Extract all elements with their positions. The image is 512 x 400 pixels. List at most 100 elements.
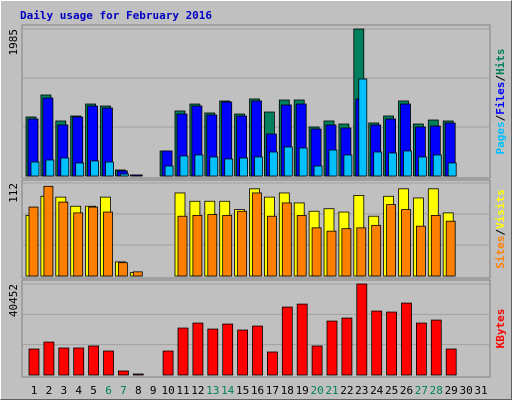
x-tick-label: 26	[400, 384, 413, 397]
bar	[281, 306, 293, 376]
x-tick-label: 5	[90, 384, 97, 397]
bar	[430, 214, 441, 277]
bar	[371, 310, 383, 376]
x-tick-label: 23	[355, 384, 368, 397]
x-tick-label: 13	[206, 384, 219, 397]
bar	[341, 317, 353, 376]
legend-entry: KBytes	[494, 309, 507, 349]
bar	[239, 157, 249, 177]
x-tick-label: 21	[325, 384, 338, 397]
bar	[75, 162, 85, 177]
bar	[28, 206, 39, 277]
chart-title: Daily usage for February 2016	[20, 9, 212, 22]
bar	[224, 158, 234, 177]
bar	[313, 165, 323, 177]
x-tick-label: 27	[415, 384, 428, 397]
x-tick-label: 20	[310, 384, 323, 397]
bar	[447, 162, 457, 177]
x-tick-label: 31	[474, 384, 487, 397]
bar	[432, 154, 442, 177]
x-tick-label: 15	[236, 384, 249, 397]
bar	[356, 283, 368, 376]
y-tick-label: 40452	[7, 284, 20, 317]
bar	[73, 347, 85, 376]
bar	[118, 262, 128, 277]
bar	[118, 370, 129, 376]
x-tick-label: 28	[430, 384, 443, 397]
bar	[131, 174, 143, 177]
x-tick-label: 4	[75, 384, 82, 397]
bar	[192, 214, 203, 277]
bar	[266, 215, 277, 277]
bar	[207, 214, 218, 277]
legend-separator: /	[494, 229, 507, 236]
bar	[252, 325, 263, 376]
bar	[311, 345, 323, 376]
x-tick-label: 30	[459, 384, 472, 397]
x-tick-label: 10	[161, 384, 174, 397]
bar	[58, 347, 70, 376]
bar	[194, 154, 204, 177]
bar	[386, 204, 397, 277]
bar	[415, 322, 427, 376]
bar	[252, 192, 262, 277]
x-tick-label: 7	[120, 384, 127, 397]
bar	[328, 149, 338, 177]
bar	[43, 341, 55, 376]
bar	[58, 201, 69, 277]
bar	[88, 206, 98, 277]
bar	[177, 327, 189, 376]
x-tick-label: 12	[191, 384, 204, 397]
legend-entry: Sites	[494, 236, 507, 269]
bar	[401, 209, 411, 277]
bar	[209, 156, 219, 177]
x-tick-label: 8	[135, 384, 142, 397]
x-tick-label: 14	[221, 384, 235, 397]
bar	[266, 351, 278, 376]
bar	[222, 323, 234, 376]
bar	[326, 230, 337, 277]
bar	[164, 165, 174, 177]
bar	[132, 271, 143, 277]
bar	[103, 211, 113, 277]
x-tick-label: 11	[176, 384, 189, 397]
bar	[103, 350, 114, 376]
bar	[132, 373, 144, 376]
bar	[30, 161, 40, 177]
legend-entry: Files	[494, 82, 507, 115]
legend-entry: Pages	[494, 121, 507, 154]
bar	[445, 220, 456, 277]
bar	[445, 348, 457, 376]
bar	[43, 185, 54, 277]
bar	[417, 156, 427, 177]
legend-separator: /	[494, 75, 507, 82]
x-tick-label: 3	[60, 384, 67, 397]
bar	[403, 150, 412, 177]
legend: Sites/Visits	[494, 189, 507, 269]
x-tick-label: 24	[370, 384, 384, 397]
bar	[88, 345, 99, 376]
x-tick-label: 6	[105, 384, 112, 397]
bar	[60, 157, 70, 177]
bar	[430, 319, 442, 376]
bar	[401, 302, 412, 376]
bar	[311, 227, 322, 277]
y-tick-label: 112	[7, 183, 20, 203]
bar	[296, 303, 308, 376]
bar	[73, 212, 84, 277]
x-tick-label: 1	[31, 384, 38, 397]
bar	[356, 227, 367, 277]
bar	[371, 224, 382, 277]
bar	[373, 151, 383, 177]
bar	[388, 152, 398, 177]
x-tick-label: 22	[340, 384, 353, 397]
bar	[281, 202, 292, 277]
bar	[45, 159, 55, 177]
bar	[28, 348, 40, 376]
bar	[222, 214, 233, 277]
x-tick-label: 9	[150, 384, 157, 397]
x-tick-label: 18	[281, 384, 294, 397]
x-tick-label: 17	[266, 384, 279, 397]
